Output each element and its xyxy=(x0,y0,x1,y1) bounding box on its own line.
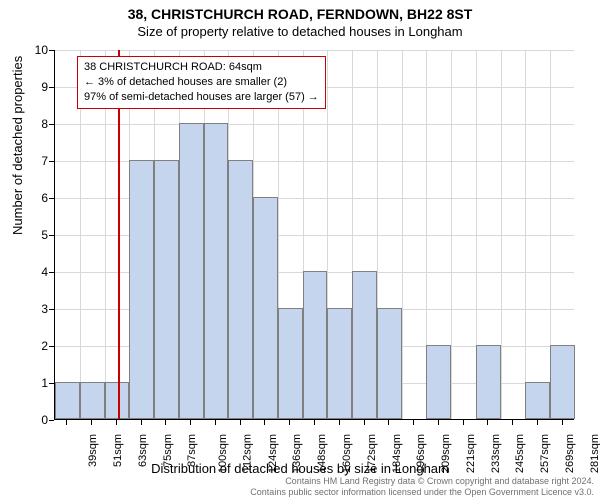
xtick-mark xyxy=(314,420,315,425)
x-axis-label: Distribution of detached houses by size … xyxy=(0,461,600,476)
ytick-label: 5 xyxy=(41,228,48,242)
ytick-mark xyxy=(49,198,54,199)
xtick-mark xyxy=(215,420,216,425)
gridline-v xyxy=(525,50,526,419)
gridline-v xyxy=(451,50,452,419)
histogram-bar xyxy=(204,123,229,419)
footer-line2: Contains public sector information licen… xyxy=(250,487,594,498)
histogram-bar xyxy=(228,160,253,419)
ytick-mark xyxy=(49,50,54,51)
gridline-h xyxy=(55,124,574,125)
xtick-mark xyxy=(66,420,67,425)
gridline-v xyxy=(501,50,502,419)
xtick-mark xyxy=(388,420,389,425)
xtick-mark xyxy=(438,420,439,425)
ytick-mark xyxy=(49,124,54,125)
xtick-mark xyxy=(339,420,340,425)
histogram-bar xyxy=(278,308,303,419)
chart-subtitle: Size of property relative to detached ho… xyxy=(0,22,600,39)
histogram-bar xyxy=(426,345,451,419)
histogram-bar xyxy=(377,308,402,419)
annotation-line: ← 3% of detached houses are smaller (2) xyxy=(84,75,319,90)
histogram-bar xyxy=(352,271,377,419)
xtick-mark xyxy=(413,420,414,425)
ytick-mark xyxy=(49,383,54,384)
xtick-mark xyxy=(91,420,92,425)
histogram-bar xyxy=(154,160,179,419)
ytick-mark xyxy=(49,87,54,88)
ytick-label: 9 xyxy=(41,80,48,94)
chart-title: 38, CHRISTCHURCH ROAD, FERNDOWN, BH22 8S… xyxy=(0,0,600,22)
histogram-bar xyxy=(55,382,80,419)
histogram-bar xyxy=(129,160,154,419)
xtick-mark xyxy=(289,420,290,425)
histogram-bar xyxy=(303,271,328,419)
xtick-mark xyxy=(116,420,117,425)
y-axis-label: Number of detached properties xyxy=(10,56,25,235)
ytick-label: 3 xyxy=(41,302,48,316)
ytick-mark xyxy=(49,272,54,273)
histogram-bar xyxy=(253,197,278,419)
ytick-label: 6 xyxy=(41,191,48,205)
ytick-mark xyxy=(49,309,54,310)
xtick-mark xyxy=(364,420,365,425)
ytick-mark xyxy=(49,346,54,347)
histogram-bar xyxy=(550,345,575,419)
histogram-bar xyxy=(327,308,352,419)
xtick-mark xyxy=(537,420,538,425)
histogram-bar xyxy=(105,382,130,419)
footer-attribution: Contains HM Land Registry data © Crown c… xyxy=(250,476,594,498)
gridline-v xyxy=(402,50,403,419)
ytick-label: 10 xyxy=(35,43,48,57)
xtick-mark xyxy=(562,420,563,425)
annotation-box: 38 CHRISTCHURCH ROAD: 64sqm← 3% of detac… xyxy=(77,56,326,109)
xtick-mark xyxy=(190,420,191,425)
ytick-label: 1 xyxy=(41,376,48,390)
histogram-bar xyxy=(525,382,550,419)
xtick-mark xyxy=(512,420,513,425)
xtick-mark xyxy=(240,420,241,425)
annotation-line: 38 CHRISTCHURCH ROAD: 64sqm xyxy=(84,60,319,75)
ytick-label: 7 xyxy=(41,154,48,168)
plot-area: 38 CHRISTCHURCH ROAD: 64sqm← 3% of detac… xyxy=(54,50,574,420)
xtick-mark xyxy=(264,420,265,425)
ytick-mark xyxy=(49,161,54,162)
ytick-label: 4 xyxy=(41,265,48,279)
xtick-mark xyxy=(463,420,464,425)
histogram-bar xyxy=(476,345,501,419)
xtick-mark xyxy=(487,420,488,425)
histogram-bar xyxy=(80,382,105,419)
histogram-bar xyxy=(179,123,204,419)
ytick-label: 0 xyxy=(41,413,48,427)
gridline-h xyxy=(55,50,574,51)
ytick-mark xyxy=(49,235,54,236)
ytick-label: 8 xyxy=(41,117,48,131)
ytick-mark xyxy=(49,420,54,421)
xtick-mark xyxy=(165,420,166,425)
xtick-mark xyxy=(141,420,142,425)
footer-line1: Contains HM Land Registry data © Crown c… xyxy=(250,476,594,487)
ytick-label: 2 xyxy=(41,339,48,353)
annotation-line: 97% of semi-detached houses are larger (… xyxy=(84,90,319,105)
